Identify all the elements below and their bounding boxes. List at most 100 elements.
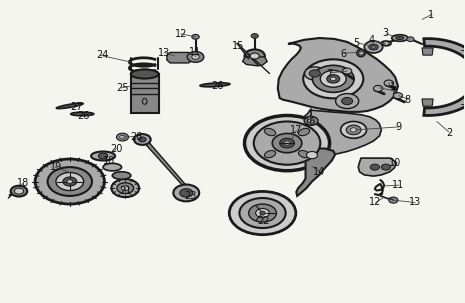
Circle shape bbox=[312, 65, 354, 92]
Ellipse shape bbox=[113, 172, 131, 179]
Ellipse shape bbox=[56, 103, 83, 108]
Circle shape bbox=[306, 152, 318, 159]
Circle shape bbox=[343, 68, 352, 74]
Ellipse shape bbox=[299, 128, 310, 136]
Text: 13: 13 bbox=[158, 48, 170, 58]
Text: 2: 2 bbox=[446, 128, 453, 138]
Circle shape bbox=[384, 80, 393, 86]
Polygon shape bbox=[422, 99, 433, 106]
Circle shape bbox=[173, 185, 199, 201]
Text: 22: 22 bbox=[258, 216, 270, 226]
Circle shape bbox=[336, 94, 359, 108]
Text: 19: 19 bbox=[50, 162, 62, 172]
Ellipse shape bbox=[357, 49, 365, 57]
Circle shape bbox=[120, 135, 125, 139]
Circle shape bbox=[192, 35, 199, 39]
Circle shape bbox=[370, 164, 379, 170]
Circle shape bbox=[320, 70, 346, 87]
Text: 23: 23 bbox=[184, 191, 196, 201]
Text: 24: 24 bbox=[96, 50, 108, 60]
Circle shape bbox=[67, 180, 73, 183]
Circle shape bbox=[35, 159, 105, 204]
Text: 14: 14 bbox=[313, 167, 326, 177]
Circle shape bbox=[117, 183, 133, 194]
Circle shape bbox=[250, 53, 259, 59]
Circle shape bbox=[254, 122, 320, 165]
Text: 16: 16 bbox=[304, 117, 316, 127]
Ellipse shape bbox=[103, 163, 121, 171]
Text: 6: 6 bbox=[340, 49, 346, 59]
Polygon shape bbox=[243, 57, 267, 66]
Circle shape bbox=[249, 204, 276, 222]
Circle shape bbox=[327, 75, 340, 83]
Ellipse shape bbox=[396, 37, 404, 39]
Circle shape bbox=[116, 133, 128, 141]
Circle shape bbox=[284, 141, 290, 145]
Circle shape bbox=[251, 34, 259, 38]
Circle shape bbox=[304, 116, 318, 125]
Circle shape bbox=[308, 119, 314, 123]
Text: 3: 3 bbox=[382, 28, 388, 38]
Text: 1: 1 bbox=[390, 82, 397, 92]
Text: 4: 4 bbox=[368, 35, 374, 45]
Circle shape bbox=[139, 137, 146, 142]
Circle shape bbox=[342, 98, 352, 105]
Text: 18: 18 bbox=[18, 178, 30, 188]
Text: 8: 8 bbox=[404, 95, 410, 105]
Circle shape bbox=[303, 59, 363, 98]
Circle shape bbox=[192, 55, 199, 59]
Ellipse shape bbox=[299, 151, 310, 158]
Circle shape bbox=[47, 167, 92, 196]
Polygon shape bbox=[422, 48, 433, 55]
Ellipse shape bbox=[381, 41, 391, 46]
Circle shape bbox=[11, 186, 27, 197]
Circle shape bbox=[350, 128, 357, 132]
Polygon shape bbox=[167, 52, 193, 63]
Text: 11: 11 bbox=[392, 180, 404, 190]
Text: 18: 18 bbox=[102, 156, 115, 166]
Circle shape bbox=[373, 85, 383, 92]
Circle shape bbox=[381, 164, 391, 170]
Text: 21: 21 bbox=[119, 186, 132, 196]
Circle shape bbox=[256, 208, 270, 218]
Text: 5: 5 bbox=[353, 38, 359, 48]
Circle shape bbox=[305, 67, 325, 80]
Ellipse shape bbox=[131, 70, 159, 78]
Circle shape bbox=[309, 70, 320, 77]
Text: 26: 26 bbox=[212, 81, 224, 91]
Circle shape bbox=[341, 122, 366, 138]
Circle shape bbox=[369, 44, 378, 50]
Text: 13: 13 bbox=[409, 197, 421, 207]
Ellipse shape bbox=[265, 128, 276, 136]
Polygon shape bbox=[278, 38, 398, 112]
Circle shape bbox=[63, 177, 77, 186]
Circle shape bbox=[229, 191, 296, 235]
Text: 9: 9 bbox=[395, 122, 401, 132]
Circle shape bbox=[245, 115, 330, 171]
Text: 7: 7 bbox=[326, 69, 332, 79]
Circle shape bbox=[239, 198, 286, 228]
Text: 17: 17 bbox=[290, 125, 302, 135]
Circle shape bbox=[99, 153, 108, 159]
Text: 10: 10 bbox=[389, 158, 401, 168]
Circle shape bbox=[272, 134, 302, 153]
Polygon shape bbox=[358, 158, 397, 176]
Circle shape bbox=[383, 42, 389, 45]
Text: 12: 12 bbox=[369, 197, 381, 207]
Ellipse shape bbox=[71, 112, 94, 116]
Ellipse shape bbox=[359, 51, 363, 55]
Circle shape bbox=[245, 49, 265, 63]
Circle shape bbox=[372, 46, 375, 48]
Circle shape bbox=[134, 134, 151, 145]
Text: 15: 15 bbox=[232, 41, 244, 51]
Circle shape bbox=[407, 37, 414, 42]
Ellipse shape bbox=[180, 187, 192, 199]
Circle shape bbox=[393, 93, 403, 99]
Circle shape bbox=[187, 52, 204, 62]
Text: 26: 26 bbox=[78, 111, 90, 121]
Circle shape bbox=[121, 186, 129, 191]
Text: 7: 7 bbox=[390, 86, 397, 96]
Text: 25: 25 bbox=[116, 83, 129, 93]
Circle shape bbox=[346, 125, 361, 135]
Circle shape bbox=[279, 138, 294, 148]
